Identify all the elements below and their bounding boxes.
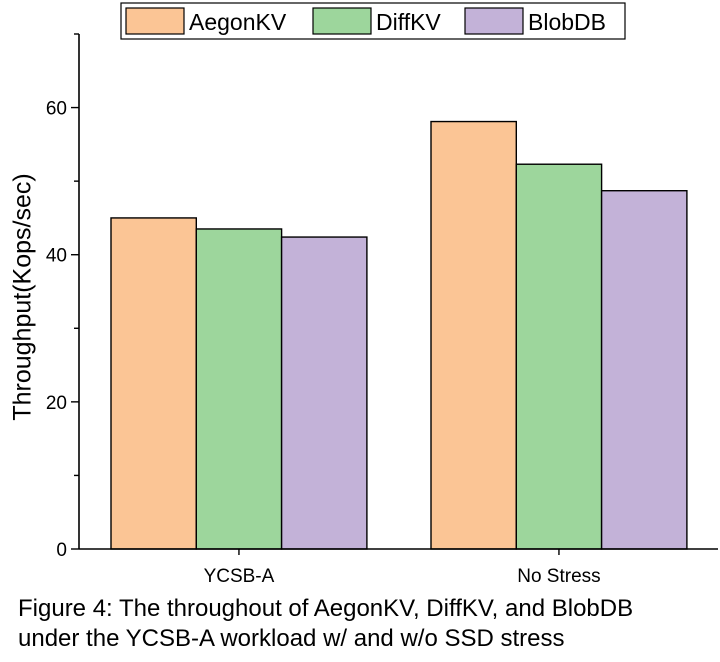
y-axis-label: Throughput(Kops/sec) (9, 173, 37, 420)
legend-swatch-aegonkv (125, 7, 185, 35)
legend-swatch-blobdb (464, 7, 524, 35)
figure-caption: Figure 4: The throughout of AegonKV, Dif… (18, 594, 718, 654)
bars-group (110, 120, 688, 550)
bar-aegonkv-no-stress (430, 120, 518, 550)
y-tick-label: 40 (46, 246, 67, 267)
legend: AegonKV DiffKV BlobDB (120, 2, 626, 40)
bar-blobdb-ycsb-a (280, 236, 368, 550)
caption-line-1: Figure 4: The throughout of AegonKV, Dif… (18, 595, 634, 622)
bar-aegonkv-ycsb-a (110, 217, 198, 550)
legend-swatch-diffkv (312, 7, 372, 35)
bar-diffkv-no-stress (515, 163, 603, 550)
bar-blobdb-no-stress (600, 190, 688, 550)
y-tick-label: 60 (46, 99, 67, 120)
legend-label-diffkv: DiffKV (376, 9, 441, 35)
y-tick-label: 0 (56, 540, 67, 561)
bar-diffkv-ycsb-a (195, 228, 283, 550)
legend-label-blobdb: BlobDB (528, 9, 606, 35)
legend-box (120, 2, 626, 40)
legend-label-aegonkv: AegonKV (189, 9, 287, 35)
x-tick-label: No Stress (517, 566, 600, 587)
bar-chart: YCSB-A No Stress 0 20 40 60 AegonKV DiffKV Blob… (9, 2, 718, 587)
axes-group: YCSB-A No Stress 0 20 40 60 (46, 33, 718, 587)
y-tick-label: 20 (46, 393, 67, 414)
caption-line-2: under the YCSB-A workload w/ and w/o SSD… (18, 625, 565, 652)
x-tick-label: YCSB-A (204, 566, 275, 587)
